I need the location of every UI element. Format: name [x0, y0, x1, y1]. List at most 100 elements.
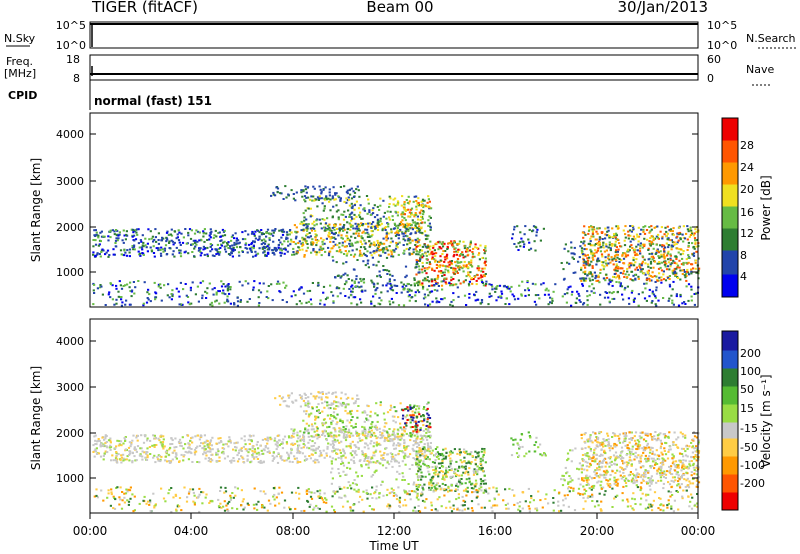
echo-cell	[152, 456, 155, 459]
echo-cell	[315, 234, 318, 237]
echo-cell	[352, 196, 356, 198]
echo-cell	[423, 417, 426, 420]
echo-cell	[648, 231, 651, 234]
echo-cell	[440, 284, 444, 287]
echo-cell	[299, 396, 303, 399]
echo-cell	[641, 246, 644, 249]
echo-cell	[215, 291, 218, 294]
echo-cell	[306, 429, 309, 432]
echo-cell	[355, 230, 358, 233]
echo-cell	[463, 456, 466, 459]
echo-cell	[317, 284, 320, 287]
echo-cell	[121, 239, 124, 242]
echo-cell	[187, 252, 190, 255]
echo-cell	[154, 228, 157, 231]
echo-cell	[390, 230, 393, 233]
echo-cell	[283, 435, 287, 438]
echo-cell	[292, 444, 295, 446]
echo-cell	[422, 213, 425, 216]
echo-cell	[471, 282, 474, 285]
echo-cell	[264, 253, 267, 256]
echo-cell	[160, 246, 163, 249]
echo-cell	[356, 441, 360, 444]
echo-cell	[580, 247, 584, 250]
echo-cell	[206, 255, 209, 258]
echo-cell	[190, 448, 193, 450]
echo-cell	[132, 248, 135, 251]
echo-cell	[527, 294, 530, 297]
echo-cell	[479, 482, 483, 485]
echo-cell	[190, 229, 193, 232]
echo-cell	[201, 297, 204, 300]
echo-cell	[96, 252, 99, 255]
echo-cell	[655, 275, 658, 278]
echo-cell	[115, 445, 118, 448]
echo-cell	[300, 447, 303, 450]
echo-cell	[259, 444, 262, 447]
echo-cell	[625, 255, 628, 258]
echo-cell	[368, 461, 371, 464]
echo-cell	[208, 443, 211, 446]
echo-cell	[672, 227, 675, 230]
echo-cell	[329, 284, 332, 287]
echo-cell	[107, 293, 110, 296]
echo-cell	[119, 440, 123, 443]
echo-cell	[352, 426, 355, 429]
echo-cell	[196, 434, 199, 437]
echo-cell	[465, 265, 468, 268]
echo-cell	[99, 240, 102, 243]
echo-cell	[614, 240, 617, 243]
echo-cell	[414, 231, 417, 234]
echo-cell	[292, 241, 295, 243]
echo-cell	[387, 435, 390, 438]
echo-cell	[286, 405, 289, 408]
echo-cell	[638, 263, 641, 266]
echo-cell	[658, 262, 661, 265]
echo-cell	[662, 253, 665, 256]
echo-cell	[655, 249, 658, 252]
echo-cell	[164, 455, 168, 458]
echo-cell	[678, 226, 681, 229]
echo-cell	[647, 258, 650, 261]
echo-cell	[362, 278, 365, 281]
echo-cell	[418, 405, 421, 408]
echo-cell	[375, 426, 378, 429]
echo-cell	[97, 234, 100, 237]
echo-cell	[321, 393, 324, 395]
echo-cell	[149, 230, 152, 233]
echo-cell	[655, 289, 658, 292]
echo-cell	[430, 476, 434, 479]
echo-cell	[453, 471, 456, 473]
echo-cell	[615, 263, 618, 266]
echo-cell	[154, 436, 157, 439]
echo-cell	[104, 304, 107, 306]
echo-cell	[459, 266, 462, 269]
echo-cell	[157, 459, 160, 462]
echo-cell	[342, 402, 345, 405]
echo-cell	[456, 260, 459, 263]
echo-cell	[418, 455, 421, 458]
echo-cell	[242, 445, 245, 448]
echo-cell	[586, 295, 589, 298]
echo-cell	[146, 437, 149, 440]
echo-cell	[667, 258, 670, 261]
echo-cell	[407, 230, 410, 232]
echo-cell	[590, 250, 593, 253]
echo-cell	[583, 271, 586, 274]
echo-cell	[303, 238, 306, 241]
echo-cell	[362, 281, 366, 284]
nave-tick-top: 60	[707, 53, 721, 66]
echo-cell	[664, 226, 667, 229]
echo-cell	[414, 411, 417, 414]
echo-cell	[370, 226, 373, 229]
echo-cell	[92, 289, 95, 292]
echo-cell	[622, 270, 625, 273]
echo-cell	[316, 409, 319, 412]
echo-cell	[442, 474, 445, 477]
echo-cell	[667, 250, 670, 253]
echo-cell	[412, 221, 415, 224]
echo-cell	[389, 249, 392, 252]
echo-cell	[596, 227, 599, 230]
echo-cell	[639, 242, 642, 245]
nsky-tick-top: 10^5	[56, 19, 86, 32]
